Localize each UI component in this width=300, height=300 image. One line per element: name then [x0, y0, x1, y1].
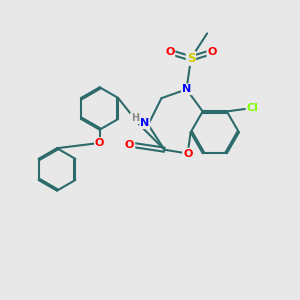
- Text: S: S: [187, 52, 195, 65]
- Text: H: H: [131, 113, 139, 123]
- Text: N: N: [182, 84, 191, 94]
- Text: O: O: [183, 148, 192, 158]
- Text: Cl: Cl: [247, 103, 258, 113]
- Text: O: O: [125, 140, 134, 150]
- Text: O: O: [165, 47, 174, 57]
- Text: N: N: [140, 118, 149, 128]
- Text: O: O: [95, 138, 104, 148]
- Text: O: O: [207, 47, 217, 57]
